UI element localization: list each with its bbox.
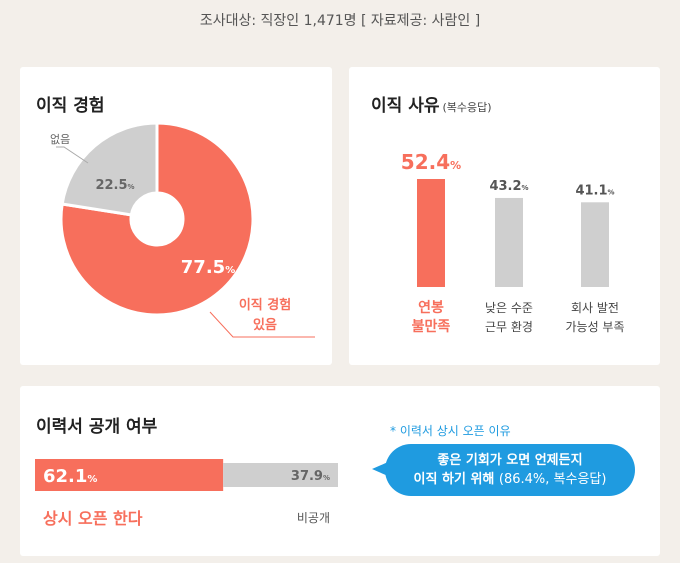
bar-1	[495, 197, 523, 287]
hbar-value-0-unit: %	[87, 474, 97, 485]
hbar-value-0: 62.1%	[43, 466, 97, 487]
bar-2	[581, 202, 609, 287]
reason-title-text: 이직 사유	[371, 96, 440, 116]
hbar-label-1: 비공개	[297, 511, 330, 525]
experience-title: 이직 경험	[36, 96, 105, 116]
pie-leader-1	[56, 146, 89, 164]
bar-label-2-1: 가능성 부족	[565, 320, 624, 334]
hbar-value-1: 37.9%	[291, 469, 330, 484]
hbar-seg-1	[223, 463, 338, 487]
pie-value-1: 22.5%	[95, 178, 134, 193]
hbar-seg-0	[35, 459, 224, 491]
bar-value-2-unit: %	[608, 188, 615, 196]
bubble-line1: 좋은 기회가 오면 언제든지	[437, 453, 583, 468]
pie-value-0-unit: %	[225, 265, 235, 276]
bar-label-1-0: 낮은 수준	[485, 301, 533, 315]
resume-title: 이력서 공개 여부	[36, 417, 158, 437]
bar-label-0-1: 불만족	[412, 319, 451, 335]
pie-leader-0	[209, 311, 315, 338]
experience-card: 이직 경험 77.5% 22.5% 없음 이직 경험 있음	[20, 67, 332, 365]
hbar-label-0: 상시 오픈 한다	[43, 509, 143, 528]
bar-label-0-0: 연봉	[418, 300, 444, 316]
pie-value-0: 77.5%	[181, 257, 235, 278]
pie-slice-0	[59, 121, 255, 317]
bar-label-1-1: 근무 환경	[485, 320, 533, 334]
bar-value-0: 52.4%	[401, 150, 461, 174]
bar-value-0-unit: %	[450, 159, 461, 172]
reason-caption: * 이력서 상시 오픈 이유	[390, 424, 511, 438]
bar-0	[417, 179, 445, 287]
resume-stacked-bar: 62.1% 상시 오픈 한다 37.9% 비공개	[35, 459, 338, 528]
hbar-value-1-unit: %	[323, 474, 330, 482]
bar-value-2: 41.1%	[575, 183, 614, 198]
bubble-tail	[372, 462, 388, 476]
reason-title: 이직 사유 (복수응답)	[371, 91, 492, 116]
reason-subtitle: (복수응답)	[442, 101, 492, 114]
pie-slice-1	[60, 121, 159, 217]
bubble-line2-text: 이직 하기 위해	[413, 472, 495, 487]
bar-value-1: 43.2%	[489, 179, 528, 194]
reason-bubble: 좋은 기회가 오면 언제든지 이직 하기 위해 (86.4%, 복수응답)	[385, 444, 635, 496]
pie-label-0-line2: 있음	[253, 317, 277, 333]
bar-label-2-0: 회사 발전	[571, 301, 619, 315]
pie-label-1: 없음	[50, 133, 70, 146]
survey-note: 조사대상: 직장인 1,471명 [ 자료제공: 사람인 ]	[199, 13, 481, 29]
pie-value-1-unit: %	[128, 183, 135, 191]
bubble-line2: 이직 하기 위해 (86.4%, 복수응답)	[385, 470, 635, 489]
bar-value-1-unit: %	[522, 184, 529, 192]
bubble-note: (86.4%, 복수응답)	[498, 472, 607, 487]
pie-label-0: 이직 경험	[239, 297, 291, 313]
